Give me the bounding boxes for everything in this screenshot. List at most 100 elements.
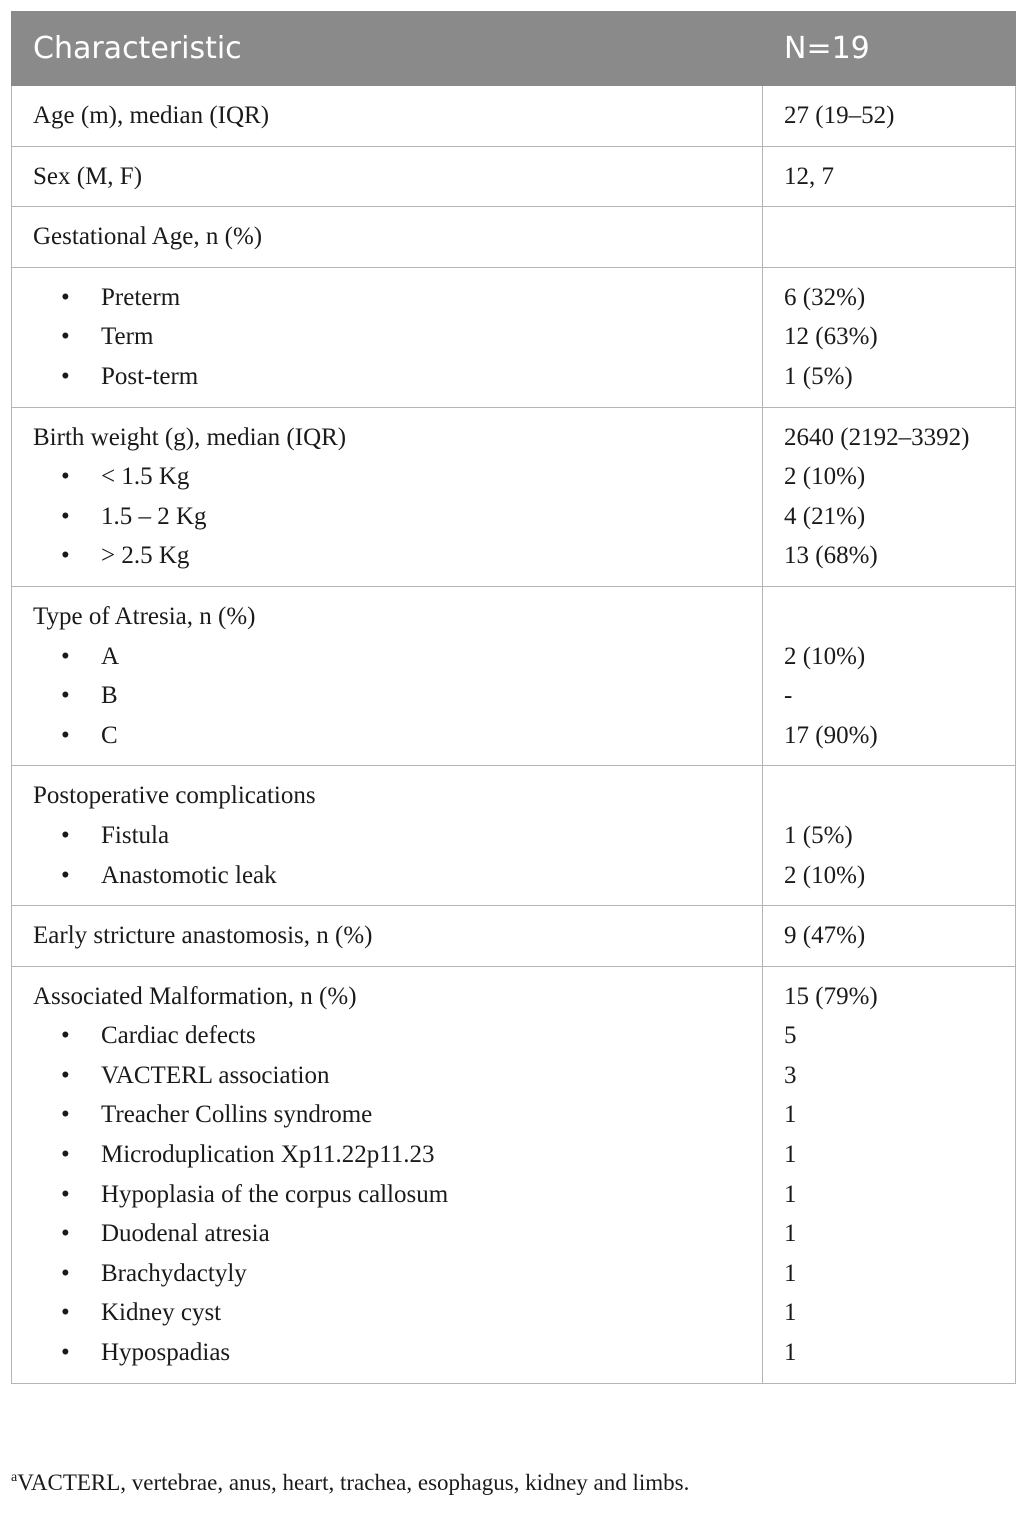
value-text: 1 [784,1339,797,1367]
list-item-label: Anastomotic leak [101,861,277,889]
value-text: 4 (21%) [784,502,866,530]
table-row: Age (m), median (IQR) 27 (19–52) [11,85,1016,147]
bullet-icon: • [61,1259,70,1287]
value-text: 5 [784,1022,797,1050]
value-text: 1 (5%) [784,362,853,390]
list-item-label: Hypospadias [101,1339,231,1367]
characteristic-label: Associated Malformation, n (%) [33,982,357,1010]
bullet-icon: • [61,283,70,311]
list-item: • Hypospadias [33,1333,762,1373]
footnote-text: VACTERL, vertebrae, anus, heart, trachea… [17,1470,690,1495]
bullet-icon: • [61,1022,70,1050]
header-characteristic: Characteristic [11,11,763,86]
list-item: • Brachydactyly [33,1254,762,1294]
value-text [784,597,1015,637]
value-text: 27 (19–52) [784,102,895,129]
value-text: 1 [784,1299,797,1327]
list-item: • Duodenal atresia [33,1214,762,1254]
value-text: 15 (79%) [784,982,878,1010]
bullet-icon: • [61,1339,70,1367]
list-item: • C [33,716,762,756]
value-text: - [784,682,793,710]
bullet-icon: • [61,1141,70,1169]
value-text: 1 [784,1220,797,1248]
list-item: • Preterm [33,278,762,318]
list-item-label: Treacher Collins syndrome [101,1101,373,1129]
value-text: 1 [784,1259,797,1287]
list-item: • Term [33,317,762,357]
table-row: Gestational Age, n (%) [11,206,1016,268]
characteristic-cell: Postoperative complications • Fistula • Anas… [11,765,763,907]
list-item: • Treacher Collins syndrome [33,1095,762,1135]
value-cell: 2 (10%) - 17 (90%) [762,585,1016,767]
value-text: 1 [784,1101,797,1129]
list-item: • Fistula [33,816,762,856]
bullet-icon: • [61,542,70,570]
list-item-label: C [101,721,118,749]
value-cell: 1 (5%) 2 (10%) [762,765,1016,907]
value-cell: 12, 7 [762,145,1016,208]
table-row: Birth weight (g), median (IQR) • < 1.5 Kg •… [11,406,1016,587]
value-text [784,217,1015,257]
characteristic-cell: Early stricture anastomosis, n (%) [11,905,763,967]
header-n: N=19 [762,11,1016,86]
value-text: 2640 (2192–3392) [784,423,970,451]
bullet-icon: • [61,1061,70,1089]
list-item-label: Hypoplasia of the corpus callosum [101,1180,449,1208]
list-item-label: Cardiac defects [101,1022,256,1050]
table-header-row: Characteristic N=19 [11,11,1016,86]
characteristic-cell: Age (m), median (IQR) [11,85,763,147]
characteristic-label: Sex (M, F) [33,162,143,190]
list-item: • Microduplication Xp11.22p11.23 [33,1135,762,1175]
characteristic-label: Early stricture anastomosis, n (%) [33,922,373,950]
list-item: • Kidney cyst [33,1293,762,1333]
bullet-icon: • [61,502,70,530]
list-item: • Post-term [33,357,762,397]
value-text: 2 (10%) [784,861,866,889]
characteristic-label: Type of Atresia, n (%) [33,602,256,630]
value-text: 17 (90%) [784,721,878,749]
footnote-marker: a [11,1470,18,1485]
value-cell: 9 (47%) [762,905,1016,967]
list-item: • > 2.5 Kg [33,536,762,576]
table-row: Associated Malformation, n (%) • Cardiac d… [11,965,1016,1384]
bullet-icon: • [61,1101,70,1129]
list-item-label: VACTERL association [101,1061,330,1089]
list-item-label: Post-term [101,362,199,390]
list-item-label: Duodenal atresia [101,1220,270,1248]
bullet-icon: • [61,1220,70,1248]
value-text: 6 (32%) [784,283,866,311]
value-text: 12, 7 [784,162,834,190]
list-item-label: Microduplication Xp11.22p11.23 [101,1141,435,1169]
list-item-label: Term [101,323,154,351]
table-row: Sex (M, F) 12, 7 [11,145,1016,208]
characteristic-cell: Sex (M, F) [11,145,763,208]
characteristic-cell: • Preterm • Term • Post-term [11,266,763,408]
value-text: 2 (10%) [784,463,866,491]
list-item: • < 1.5 Kg [33,457,762,497]
bullet-icon: • [61,463,70,491]
list-item-label: Kidney cyst [101,1299,222,1327]
bullet-icon: • [61,861,70,889]
list-item-label: Brachydactyly [101,1259,247,1287]
table-row: Type of Atresia, n (%) • A • B • C 2 (10%) -17 (… [11,585,1016,767]
characteristic-label: Birth weight (g), median (IQR) [33,423,347,451]
characteristics-table: Characteristic N=19 Age (m), median (IQR… [11,11,1016,1384]
characteristic-label: Gestational Age, n (%) [33,223,263,251]
list-item-label: Fistula [101,821,170,849]
value-text [784,776,1015,816]
list-item: • Anastomotic leak [33,856,762,896]
list-item-label: Preterm [101,283,181,311]
list-item: • Hypoplasia of the corpus callosum [33,1175,762,1215]
value-cell: 2640 (2192–3392) 2 (10%) 4 (21%) 13 (68%) [762,406,1016,587]
characteristic-cell: Type of Atresia, n (%) • A • B • C [11,585,763,767]
bullet-icon: • [61,642,70,670]
value-text: 1 [784,1180,797,1208]
bullet-icon: • [61,721,70,749]
list-item: • VACTERL association [33,1056,762,1096]
value-text: 3 [784,1061,797,1089]
value-cell [762,206,1016,268]
characteristic-cell: Gestational Age, n (%) [11,206,763,268]
characteristic-cell: Associated Malformation, n (%) • Cardiac d… [11,965,763,1384]
list-item-label: > 2.5 Kg [101,542,190,570]
